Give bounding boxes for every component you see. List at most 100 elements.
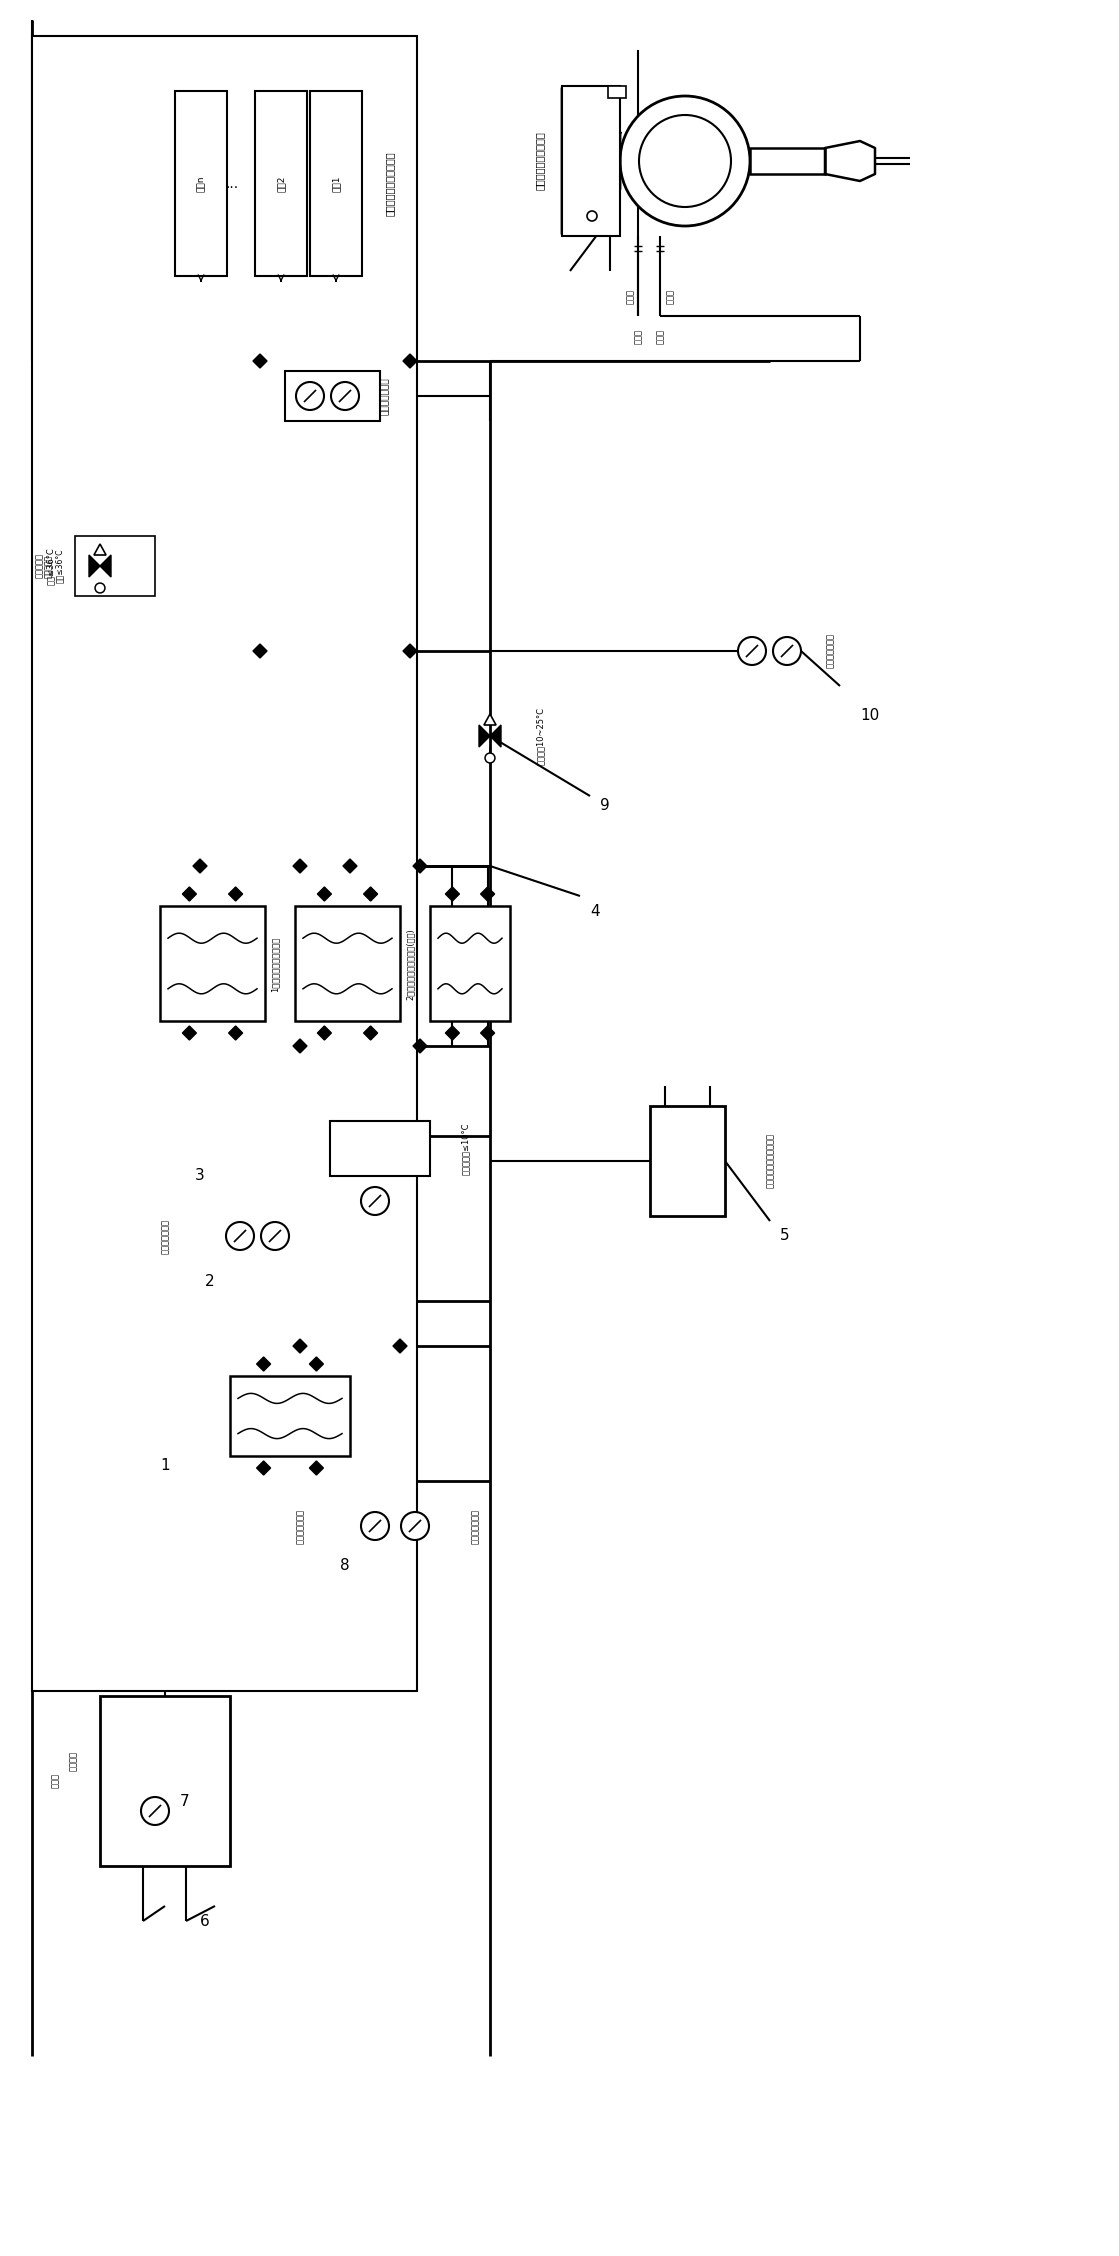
Text: 中央冷却淡水泵: 中央冷却淡水泵	[380, 377, 389, 415]
Circle shape	[639, 115, 731, 208]
Polygon shape	[253, 652, 267, 659]
Text: 中冷水管系中央冷却装置: 中冷水管系中央冷却装置	[385, 151, 395, 217]
Polygon shape	[236, 887, 243, 900]
Bar	[75, 537, 156, 596]
Polygon shape	[413, 860, 427, 866]
Polygon shape	[318, 1026, 325, 1040]
Circle shape	[226, 1223, 254, 1250]
Polygon shape	[318, 887, 325, 900]
Text: 10: 10	[861, 708, 880, 724]
Bar	[231, 1376, 350, 1455]
Bar	[562, 86, 620, 237]
Polygon shape	[94, 544, 106, 555]
Text: 冷套2: 冷套2	[276, 176, 285, 192]
Polygon shape	[445, 887, 452, 900]
Bar	[295, 907, 399, 1022]
Polygon shape	[192, 860, 207, 866]
Polygon shape	[182, 1026, 189, 1040]
Bar	[255, 90, 307, 275]
Circle shape	[361, 1187, 389, 1216]
Polygon shape	[253, 361, 267, 368]
Text: 进水口: 进水口	[656, 329, 665, 343]
Polygon shape	[403, 643, 417, 652]
Polygon shape	[403, 354, 417, 361]
Polygon shape	[189, 1026, 197, 1040]
Text: 预润滑泵: 预润滑泵	[68, 1751, 77, 1771]
Polygon shape	[413, 1047, 427, 1054]
Text: 2号中温淡水冷却换热器(备用): 2号中温淡水冷却换热器(备用)	[405, 927, 414, 999]
Text: 进水口: 进水口	[666, 289, 675, 305]
Polygon shape	[293, 1047, 307, 1054]
Polygon shape	[256, 1462, 264, 1475]
Circle shape	[95, 582, 105, 593]
Polygon shape	[317, 1358, 323, 1372]
Bar	[285, 370, 380, 422]
Circle shape	[485, 754, 495, 763]
Circle shape	[331, 381, 359, 411]
Text: 5: 5	[780, 1230, 790, 1243]
Polygon shape	[413, 1040, 427, 1047]
Polygon shape	[293, 866, 307, 873]
Text: 3: 3	[195, 1169, 205, 1184]
Text: 淡水定温阀≤10°C: 淡水定温阀≤10°C	[461, 1123, 470, 1175]
Text: 出水口: 出水口	[626, 289, 634, 305]
Polygon shape	[445, 1026, 452, 1040]
Text: 8: 8	[340, 1559, 350, 1572]
Polygon shape	[393, 1347, 407, 1354]
Polygon shape	[253, 354, 267, 361]
Text: 1: 1	[160, 1457, 170, 1473]
Polygon shape	[825, 140, 875, 180]
Polygon shape	[403, 361, 417, 368]
Polygon shape	[562, 88, 620, 235]
Text: 北冷用淡水管系膨胀水箱: 北冷用淡水管系膨胀水箱	[765, 1133, 774, 1189]
Polygon shape	[236, 1026, 243, 1040]
Circle shape	[361, 1512, 389, 1541]
Bar	[650, 1105, 725, 1216]
Bar	[175, 90, 227, 275]
Polygon shape	[293, 1340, 307, 1347]
Bar	[750, 149, 825, 174]
Polygon shape	[480, 1026, 488, 1040]
Polygon shape	[490, 724, 501, 747]
Polygon shape	[228, 1026, 236, 1040]
Text: 恒温控制阀
温度≤36°C: 恒温控制阀 温度≤36°C	[36, 548, 55, 584]
Text: 精滤器: 精滤器	[50, 1773, 59, 1789]
Polygon shape	[483, 713, 496, 724]
Circle shape	[773, 636, 801, 666]
Polygon shape	[309, 1358, 317, 1372]
Polygon shape	[344, 860, 357, 866]
Polygon shape	[228, 887, 236, 900]
Text: 9: 9	[600, 799, 610, 814]
Circle shape	[739, 636, 767, 666]
Circle shape	[297, 381, 325, 411]
Text: ...: ...	[225, 176, 238, 192]
Text: 7: 7	[180, 1794, 190, 1809]
Text: 低温淡水循环泵: 低温淡水循环泵	[160, 1218, 169, 1254]
Circle shape	[401, 1512, 429, 1541]
Polygon shape	[253, 643, 267, 652]
Polygon shape	[264, 1462, 271, 1475]
Polygon shape	[479, 724, 490, 747]
Circle shape	[141, 1798, 169, 1825]
Bar	[310, 90, 363, 275]
Polygon shape	[452, 1026, 460, 1040]
Polygon shape	[452, 887, 460, 900]
Text: 淡水温度10~25°C: 淡水温度10~25°C	[536, 706, 545, 765]
Bar	[100, 1697, 231, 1866]
Circle shape	[587, 212, 598, 221]
Polygon shape	[293, 1040, 307, 1047]
Polygon shape	[189, 887, 197, 900]
Polygon shape	[100, 555, 111, 578]
Polygon shape	[182, 887, 189, 900]
Polygon shape	[488, 887, 495, 900]
Bar	[330, 1121, 430, 1175]
Polygon shape	[364, 1026, 370, 1040]
Text: 中央冷却淡水泵: 中央冷却淡水泵	[826, 634, 835, 668]
Bar	[430, 907, 510, 1022]
Polygon shape	[192, 866, 207, 873]
Circle shape	[261, 1223, 289, 1250]
Text: 恒温控制阀
温度≤36°C: 恒温控制阀 温度≤36°C	[45, 548, 64, 584]
Text: 2: 2	[205, 1272, 215, 1288]
Polygon shape	[370, 887, 377, 900]
Text: 6: 6	[200, 1913, 210, 1929]
